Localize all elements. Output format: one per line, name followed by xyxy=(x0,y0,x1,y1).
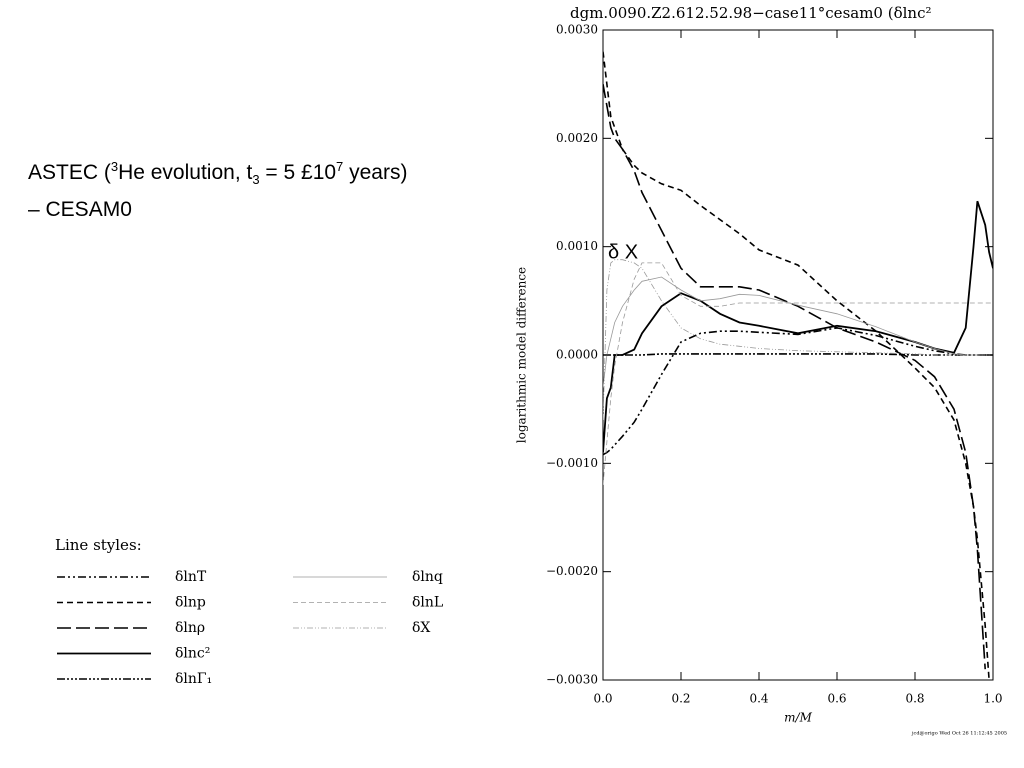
legend-label: δlnq xyxy=(412,569,443,585)
legend-label: δlnp xyxy=(175,595,206,611)
legend-label: δlnρ xyxy=(175,620,205,636)
x-tick-label: 0.6 xyxy=(827,692,846,706)
series-line xyxy=(603,84,986,670)
x-tick-label: 0.0 xyxy=(593,692,612,706)
annotation: δ X xyxy=(608,241,638,263)
heading-line: ASTEC (3He evolution, t3 = 5 £107 years) xyxy=(28,152,407,195)
heading-line: – CESAM0 xyxy=(28,198,132,222)
x-axis-label: m/M xyxy=(784,711,812,725)
x-tick-label: 0.8 xyxy=(905,692,924,706)
heading-text: He evolution, t xyxy=(118,161,253,184)
legend-label: δlnΓ₁ xyxy=(175,671,212,687)
legend-title: Line styles: xyxy=(55,536,142,554)
heading-text: years) xyxy=(343,161,408,184)
y-tick-label: −0.0020 xyxy=(546,564,598,578)
heading-text: ASTEC ( xyxy=(28,161,111,184)
series-line xyxy=(603,276,993,388)
x-tick-label: 1.0 xyxy=(983,692,1002,706)
legend-label: δX xyxy=(412,620,430,636)
y-tick-label: 0.0010 xyxy=(556,239,598,253)
y-tick-label: −0.0010 xyxy=(546,456,598,470)
series-line xyxy=(603,262,993,486)
heading-text: = 5 £10 xyxy=(259,161,337,184)
heading-sub: 3 xyxy=(252,172,260,188)
lines xyxy=(603,51,993,680)
slide-heading: ASTEC (3He evolution, t3 = 5 £107 years)… xyxy=(28,152,407,225)
y-tick-label: 0.0000 xyxy=(556,348,598,362)
series-line xyxy=(603,327,993,456)
x-tick-label: 0.2 xyxy=(671,692,690,706)
x-tick-label: 0.4 xyxy=(749,692,768,706)
heading-sup: 3 xyxy=(110,159,119,174)
legend-label: δlnc² xyxy=(175,646,210,662)
y-tick-label: 0.0030 xyxy=(556,23,598,37)
series-line xyxy=(603,259,993,421)
y-axis-label: logarithmic model difference xyxy=(515,267,529,443)
heading-sup: 7 xyxy=(336,159,344,174)
y-tick-label: −0.0030 xyxy=(546,673,598,687)
series-line xyxy=(603,200,993,453)
legend-label: δlnT xyxy=(175,569,207,585)
y-tick-label: 0.0020 xyxy=(556,131,598,145)
footer: jcd@origo Wed Oct 26 11:12:45 2005 xyxy=(911,730,1007,737)
legend-label: δlnL xyxy=(412,595,443,611)
chart-title: dgm.0090.Z2.612.52.98−case11°cesam0 (δln… xyxy=(570,4,932,22)
series-line xyxy=(603,51,990,680)
